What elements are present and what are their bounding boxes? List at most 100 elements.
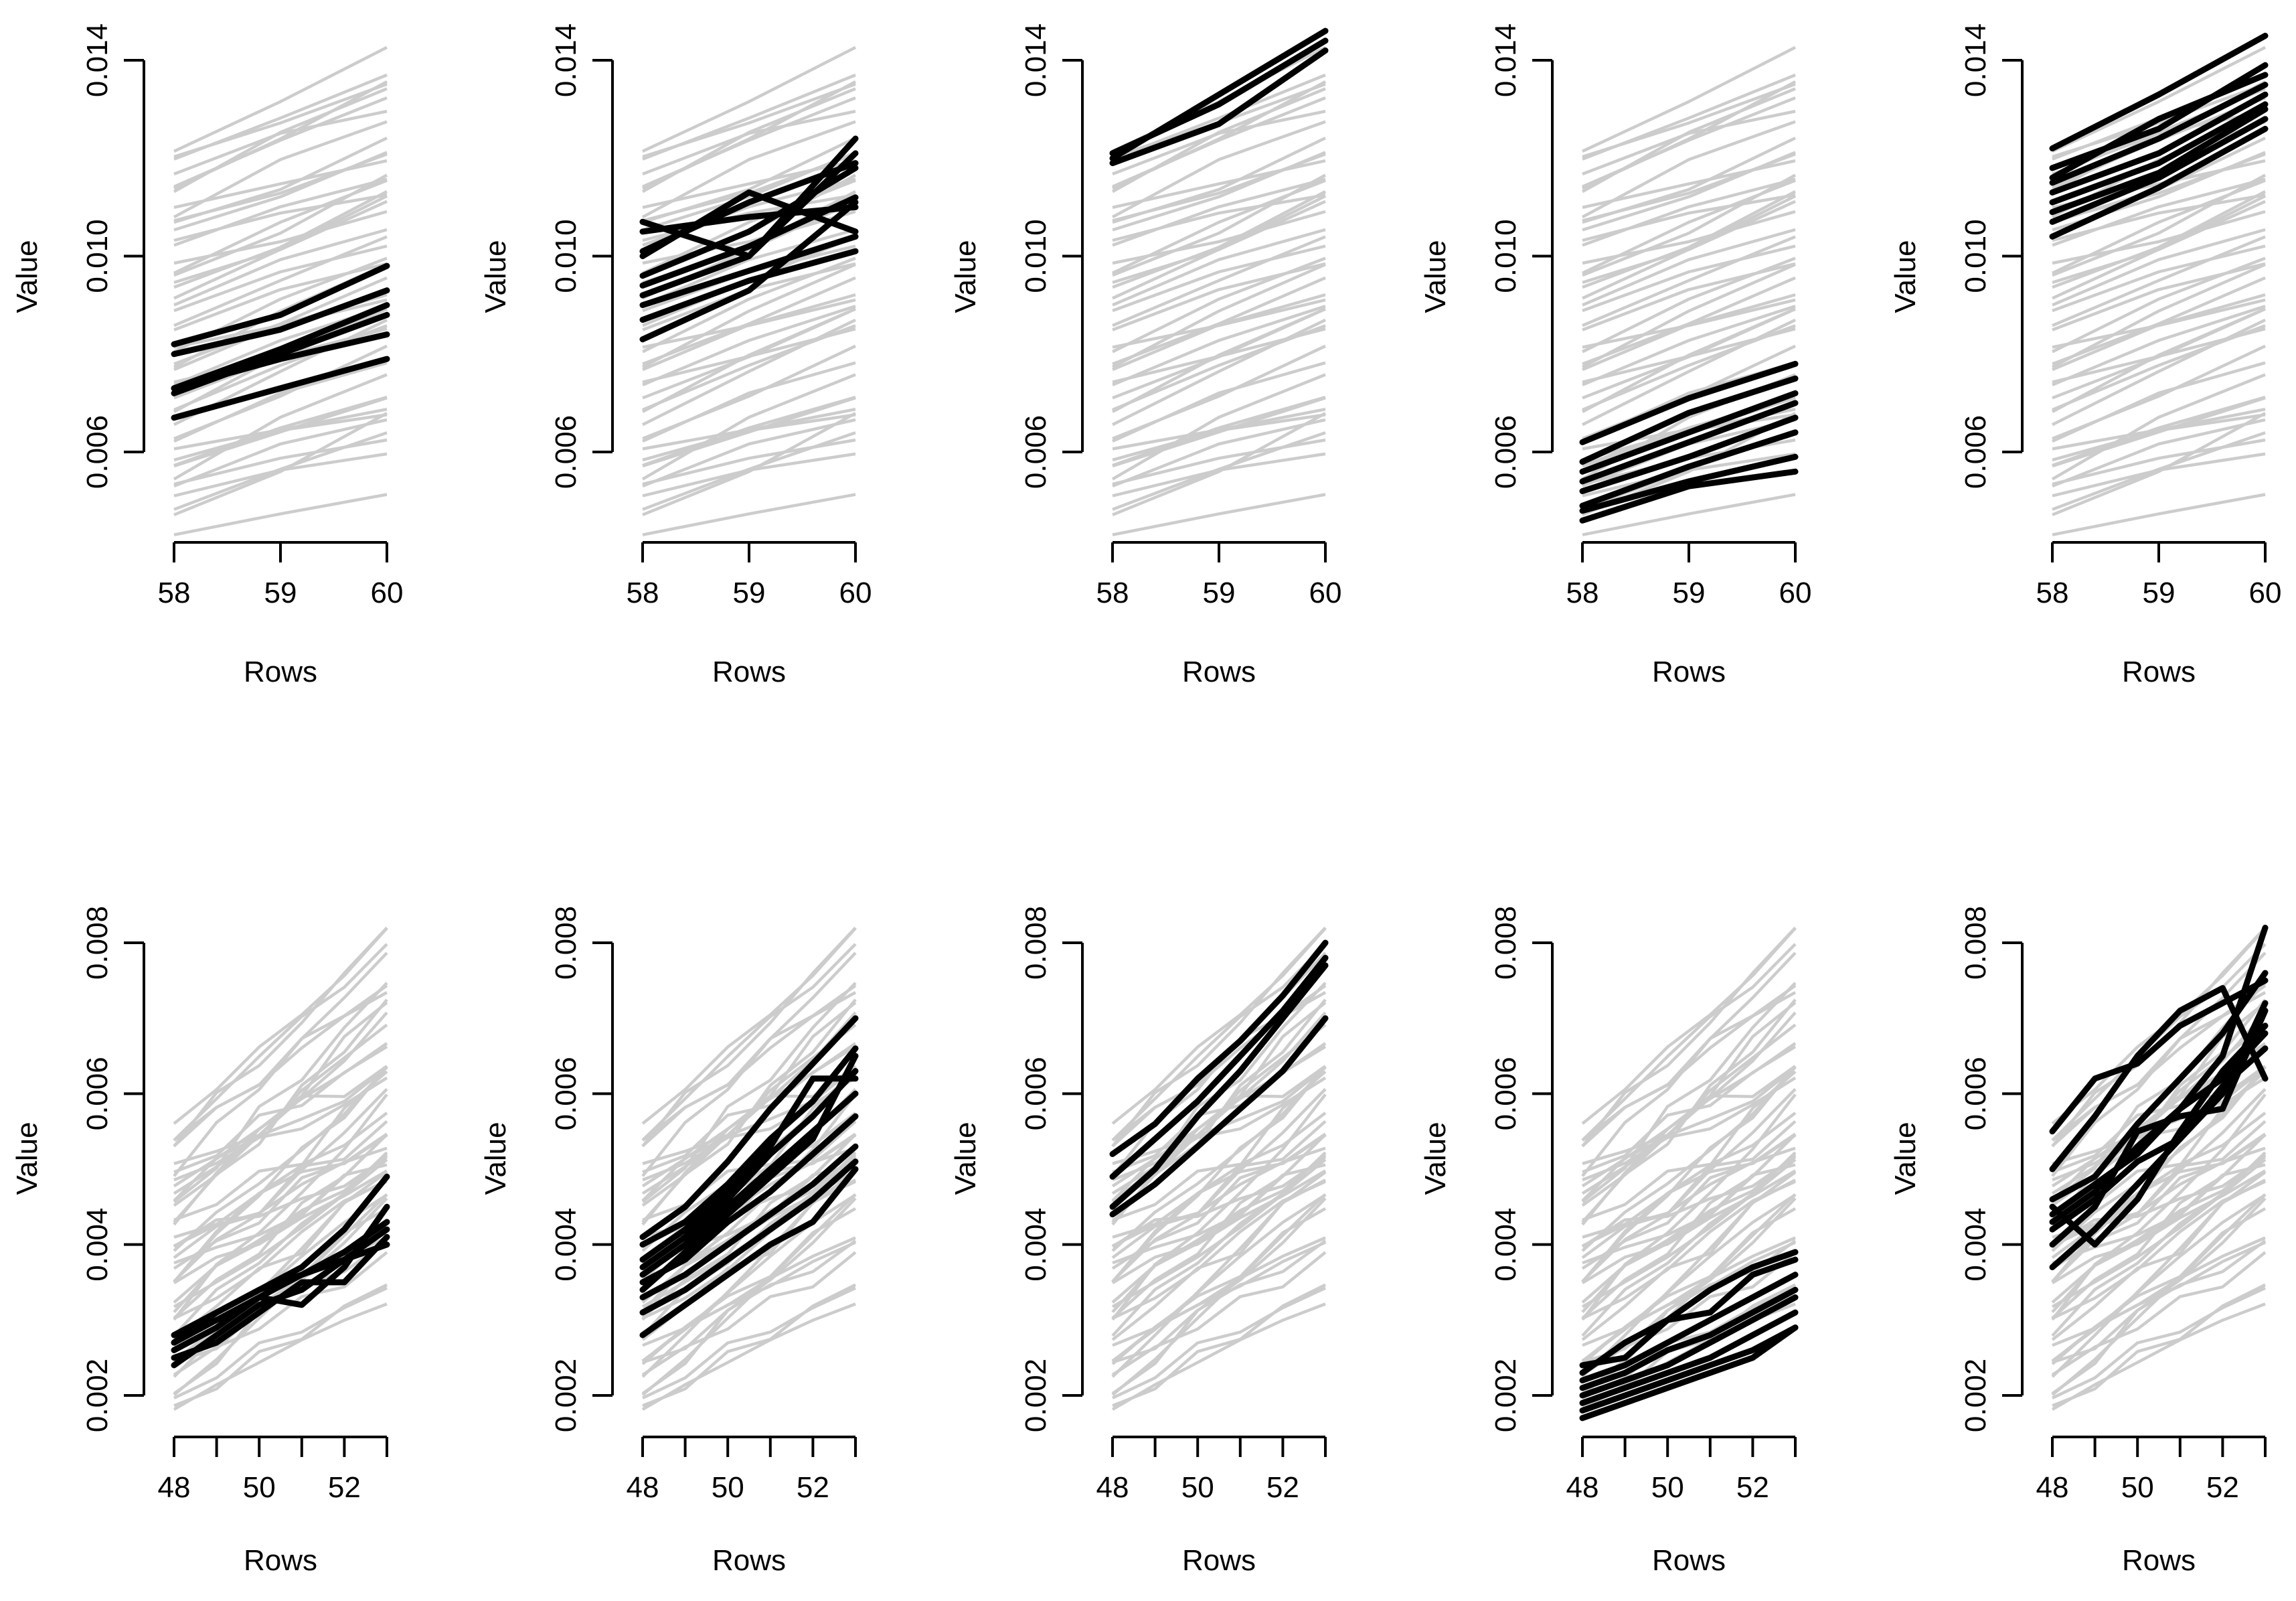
x-tick-label: 60 <box>839 577 872 609</box>
highlighted-series-line <box>1579 414 1799 494</box>
background-series-line <box>173 1302 388 1411</box>
highlighted-series-line <box>1579 390 1799 475</box>
y-tick-label: 0.006 <box>1959 1057 1992 1130</box>
background-series-line <box>2051 951 2267 1177</box>
background-series-line <box>2052 493 2266 536</box>
background-series-line <box>2052 298 2266 349</box>
background-series-line <box>2052 235 2266 327</box>
x-axis-title: Rows <box>1182 656 1256 688</box>
panel-row1-col1: 0.006 0.010 0.014 58 59 60 Rows Value <box>11 23 403 688</box>
background-series-line <box>1112 418 1326 487</box>
background-series-line <box>2052 228 2266 307</box>
x-tick-label: 52 <box>1736 1471 1769 1504</box>
panel-row2-col5: 0.002 0.004 0.006 0.008 48 50 52 Rows Value <box>1889 906 2269 1577</box>
background-series-line <box>1112 344 1326 441</box>
background-series-line <box>2052 1239 2267 1364</box>
background-series-line <box>1582 235 1796 327</box>
background-series-line <box>642 438 856 486</box>
y-axis-title: Value <box>479 240 512 313</box>
highlighted-series-line <box>639 248 859 323</box>
highlighted-series-line <box>639 1015 859 1240</box>
background-series-line <box>173 1155 388 1248</box>
highlighted-series-line <box>1579 1294 1799 1399</box>
background-series-line <box>1582 244 1796 313</box>
background-series-line <box>1582 1134 1797 1239</box>
x-tick-label: 58 <box>1096 577 1129 609</box>
background-series-line <box>2052 1134 2267 1239</box>
background-series-line <box>642 46 857 153</box>
x-tick-label: 59 <box>2143 577 2176 609</box>
background-series-line <box>1112 200 1326 285</box>
y-tick-label: 0.014 <box>81 23 114 97</box>
background-series-line <box>642 305 856 386</box>
y-tick-label: 0.006 <box>1019 415 1052 489</box>
highlighted-series-line <box>639 1158 859 1316</box>
background-series-line <box>173 407 388 451</box>
highlighted-series-line <box>2049 116 2269 225</box>
background-series-line <box>1111 1169 1327 1284</box>
background-series-line <box>1582 1180 1796 1320</box>
background-series-line <box>173 1134 388 1239</box>
highlighted-series-line <box>1579 1249 1799 1369</box>
background-series-line <box>173 1065 388 1165</box>
y-tick-label: 0.004 <box>550 1208 582 1282</box>
background-series-line <box>1111 262 1326 369</box>
y-tick-label: 0.008 <box>81 906 114 980</box>
background-series-line <box>642 418 856 487</box>
y-axis-title: Value <box>479 1122 512 1195</box>
x-axis-title: Rows <box>712 1544 786 1577</box>
highlighted-series-line <box>2049 1030 2269 1225</box>
background-series-line <box>173 109 388 176</box>
background-series-line <box>173 190 388 289</box>
background-series-line <box>173 1112 388 1222</box>
background-series-line <box>1111 1155 1327 1248</box>
y-tick-label: 0.004 <box>1489 1208 1522 1282</box>
background-series-line <box>642 493 856 536</box>
background-series-line <box>2051 1193 2267 1363</box>
highlighted-series-line <box>639 1143 859 1300</box>
x-tick-label: 50 <box>1651 1471 1684 1504</box>
background-series-line <box>1582 1112 1797 1222</box>
background-series-line <box>2051 373 2266 481</box>
background-series-line <box>173 1163 388 1265</box>
background-series-line <box>1112 396 1326 467</box>
background-series-line <box>2052 1163 2266 1265</box>
highlighted-series-line <box>1579 453 1799 514</box>
panel-row1-col5: 0.006 0.010 0.014 58 59 60 Rows Value <box>1889 23 2281 688</box>
highlighted-series-line <box>2049 970 2269 1203</box>
y-axis-title: Value <box>949 240 982 313</box>
highlighted-series-line <box>171 331 390 392</box>
background-series-line <box>173 200 388 285</box>
background-series-line <box>1111 1158 1327 1308</box>
background-series-line <box>173 1283 388 1407</box>
background-series-line <box>173 438 388 486</box>
background-series-line <box>1112 293 1326 372</box>
panel-row2-col4: 0.002 0.004 0.006 0.008 48 50 52 Rows Value <box>1419 906 1799 1577</box>
x-tick-label: 58 <box>2036 577 2069 609</box>
x-tick-label: 50 <box>243 1471 276 1504</box>
background-series-line <box>173 46 388 153</box>
background-series-line <box>642 1239 857 1364</box>
y-tick-label: 0.014 <box>1489 23 1522 97</box>
background-series-line <box>1112 190 1327 289</box>
y-axis-title: Value <box>1889 1122 1922 1195</box>
background-series-line <box>642 276 856 366</box>
background-series-line <box>1111 1120 1327 1260</box>
background-series-line <box>173 1070 388 1284</box>
background-series-line <box>173 1180 388 1320</box>
x-tick-label: 59 <box>264 577 297 609</box>
background-series-line <box>1112 228 1326 307</box>
background-series-line <box>1112 159 1326 209</box>
y-tick-label: 0.004 <box>1019 1208 1052 1282</box>
background-series-line <box>641 943 857 1142</box>
background-series-line <box>641 927 857 1125</box>
background-series-line <box>1582 1163 1796 1265</box>
background-series-line <box>2052 438 2266 486</box>
background-series-line <box>1112 1065 1327 1165</box>
highlighted-series-line <box>171 1241 390 1346</box>
highlighted-series-line <box>639 150 859 299</box>
y-tick-label: 0.002 <box>81 1359 114 1432</box>
highlighted-series-line <box>639 1068 859 1270</box>
background-series-line <box>1581 262 1796 369</box>
